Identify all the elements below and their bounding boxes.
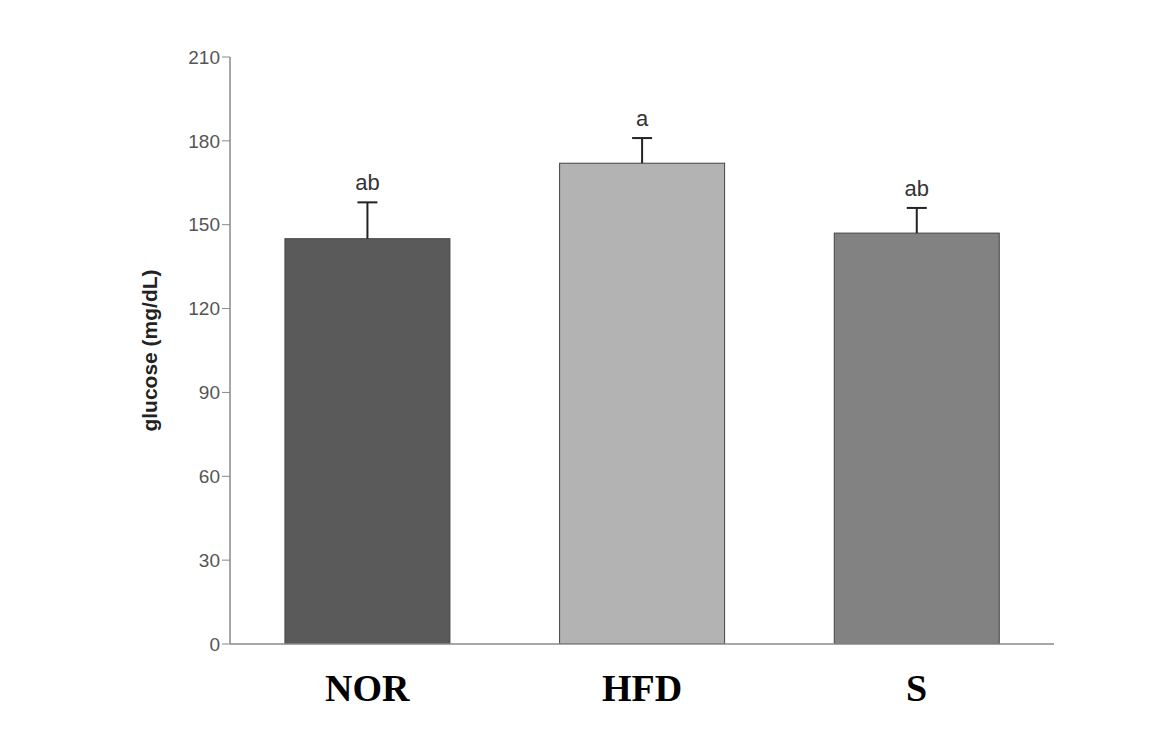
svg-text:210: 210 xyxy=(188,47,220,68)
svg-text:30: 30 xyxy=(199,550,220,571)
svg-text:180: 180 xyxy=(188,131,220,152)
svg-text:S: S xyxy=(906,667,927,709)
svg-text:glucose (mg/dL): glucose (mg/dL) xyxy=(138,269,161,431)
svg-text:0: 0 xyxy=(209,634,220,655)
svg-text:120: 120 xyxy=(188,298,220,319)
svg-text:NOR: NOR xyxy=(325,667,410,709)
svg-text:ab: ab xyxy=(905,176,929,201)
svg-text:90: 90 xyxy=(199,382,220,403)
svg-text:60: 60 xyxy=(199,466,220,487)
svg-text:150: 150 xyxy=(188,214,220,235)
svg-text:ab: ab xyxy=(355,170,379,195)
svg-text:a: a xyxy=(636,106,649,131)
svg-text:HFD: HFD xyxy=(602,667,682,709)
